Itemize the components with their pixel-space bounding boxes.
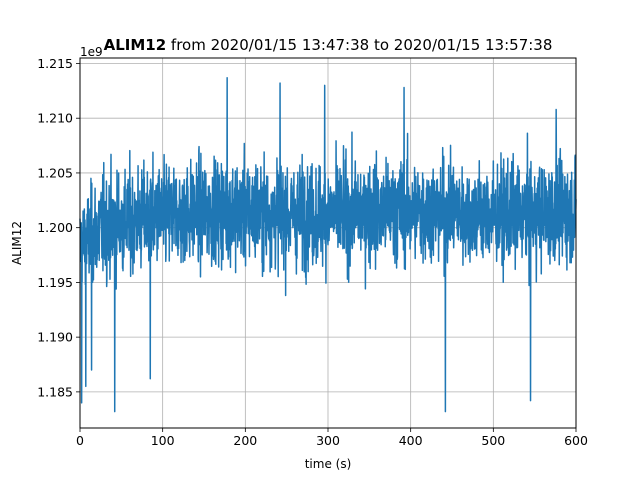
chart-title: ALIM12 from 2020/01/15 13:47:38 to 2020/… xyxy=(104,36,553,54)
y-tick-label: 1.185 xyxy=(37,384,73,399)
chart-title-range: from 2020/01/15 13:47:38 to 2020/01/15 1… xyxy=(166,36,552,54)
x-tick-label: 400 xyxy=(399,433,423,448)
series-line xyxy=(79,76,577,413)
chart-title-signal: ALIM12 xyxy=(104,36,167,54)
x-tick-label: 500 xyxy=(481,433,505,448)
x-tick-label: 600 xyxy=(564,433,588,448)
y-tick-label: 1.190 xyxy=(37,330,73,345)
y-tick-label: 1.215 xyxy=(37,56,73,71)
y-tick-label: 1.205 xyxy=(37,165,73,180)
y-axis-label: ALIM12 xyxy=(10,221,24,265)
x-axis-label: time (s) xyxy=(305,457,352,471)
x-tick-label: 200 xyxy=(233,433,257,448)
x-tick-label: 0 xyxy=(76,433,84,448)
y-tick-label: 1.200 xyxy=(37,220,73,235)
x-tick-label: 100 xyxy=(151,433,175,448)
ticks: 0 100 200 300 400 500 600 1.185 1.190 1.195 1.200 1… xyxy=(37,56,588,448)
y-tick-label: 1.210 xyxy=(37,111,73,126)
y-tick-label: 1.195 xyxy=(37,275,73,290)
series-layer xyxy=(79,76,577,413)
x-tick-label: 300 xyxy=(316,433,340,448)
y-offset-label: 1e9 xyxy=(80,45,103,59)
